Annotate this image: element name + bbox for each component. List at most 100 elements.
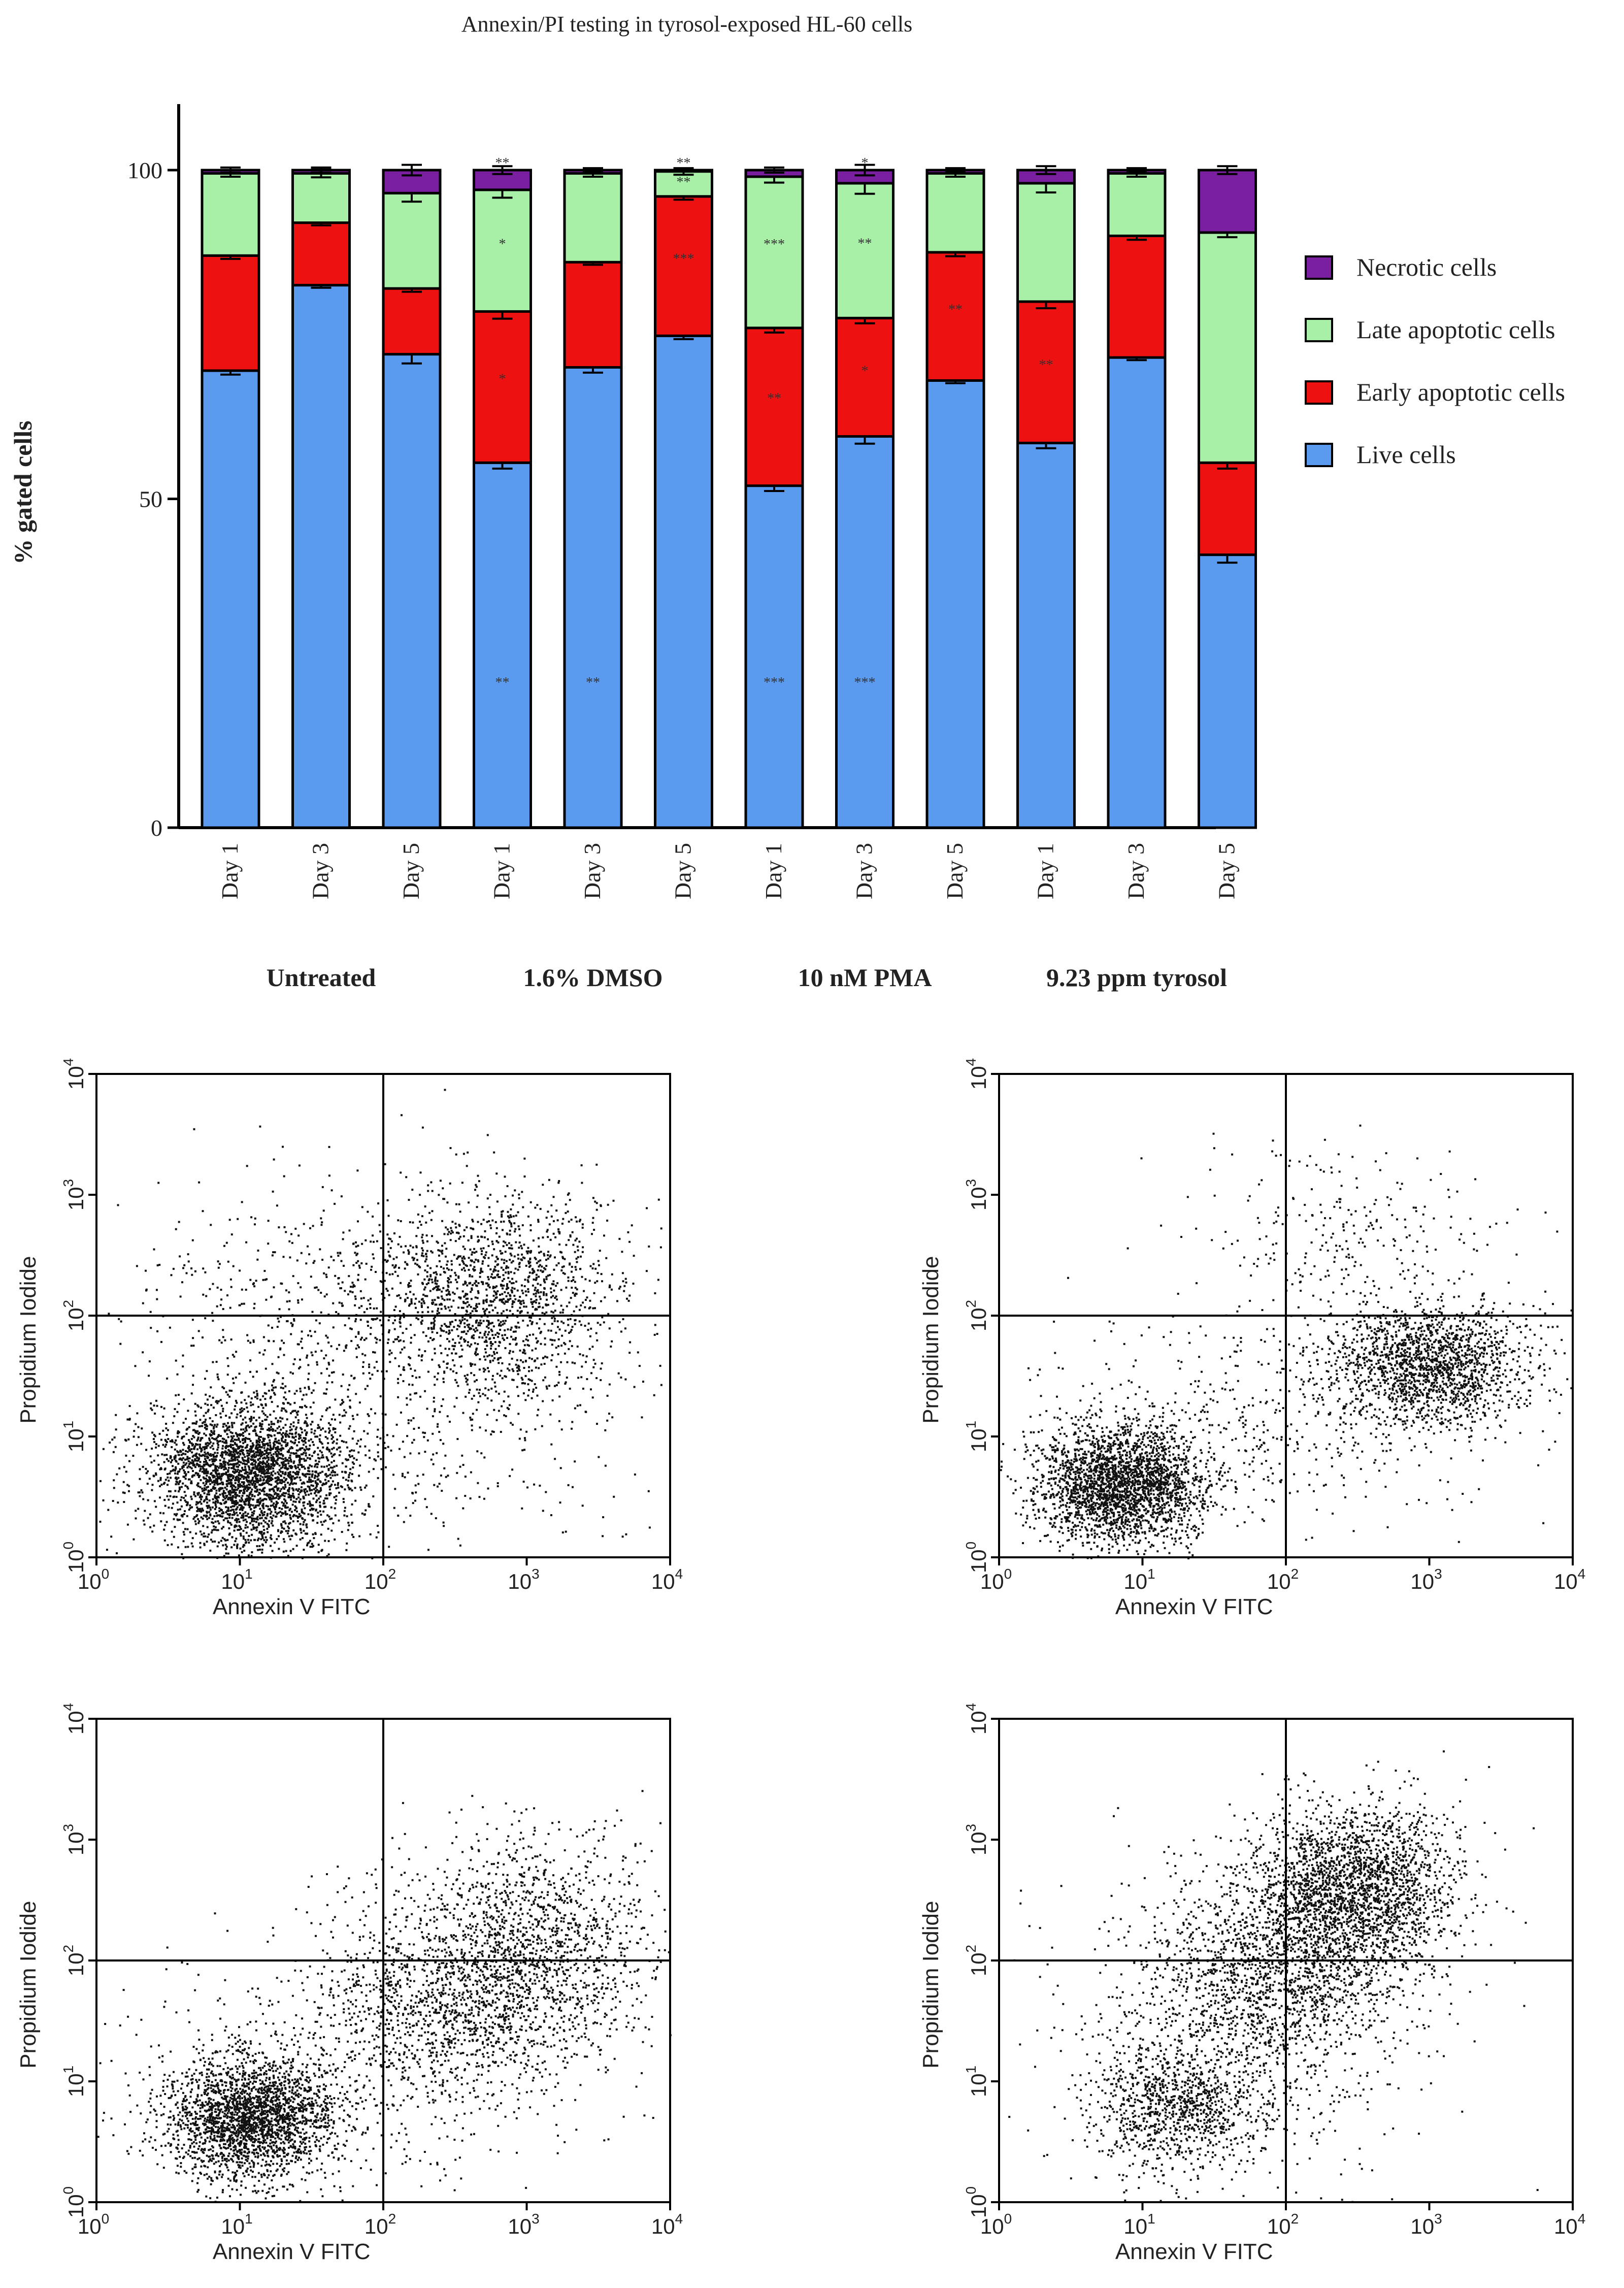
bar-segment <box>1016 441 1076 829</box>
x-tick-label: 102 <box>1267 2211 1299 2238</box>
y-tick-label: 100 <box>60 1542 88 1573</box>
x-tick-label: Day 5 <box>1214 843 1240 899</box>
bar-segment <box>835 182 894 319</box>
bar-segment <box>291 221 351 287</box>
x-tick-label: 103 <box>1410 1566 1442 1593</box>
bar-segment <box>835 316 894 438</box>
legend-label: Late apoptotic cells <box>1356 315 1555 344</box>
bar-segment <box>835 435 894 829</box>
y-tick-label: 103 <box>60 1824 88 1855</box>
legend-swatch <box>1305 443 1333 467</box>
significance-marker: ** <box>948 302 963 318</box>
significance-marker: *** <box>854 675 876 691</box>
x-tick-label: 103 <box>1410 2211 1442 2238</box>
x-tick-label: 103 <box>508 1566 539 1593</box>
bar-segment <box>1107 356 1167 829</box>
x-tick-label: Day 5 <box>670 843 696 899</box>
bar-segment <box>473 310 532 464</box>
y-tick-label: 103 <box>963 1179 990 1211</box>
x-tick-label: 103 <box>508 2211 539 2238</box>
significance-marker: * <box>861 363 869 379</box>
y-axis-label: Propidium Iodide <box>16 1901 41 2068</box>
x-tick-label: 102 <box>364 1566 396 1593</box>
bar-segment <box>744 484 804 829</box>
event-dots <box>99 1089 662 1559</box>
legend: Necrotic cells Late apoptotic cells Early … <box>1305 253 1565 469</box>
group-label: 1.6% DMSO <box>523 963 663 992</box>
y-tick-label: 102 <box>963 1945 990 1976</box>
bar-segment <box>1016 182 1076 303</box>
y-tick-label: 102 <box>60 1945 88 1976</box>
bar-segment <box>1016 300 1076 444</box>
y-tick-label: 50 <box>139 486 162 512</box>
legend-swatch <box>1305 255 1333 280</box>
legend-label: Necrotic cells <box>1356 253 1497 281</box>
x-tick-label: 101 <box>1123 2211 1155 2238</box>
legend-swatch <box>1305 380 1333 405</box>
bar-segment <box>201 369 260 829</box>
bar-segment <box>382 353 442 829</box>
x-tick-label: Day 3 <box>308 843 334 899</box>
y-tick-label: 104 <box>963 1703 990 1735</box>
x-tick-label: Day 1 <box>489 843 515 899</box>
x-tick-label: Day 5 <box>942 843 968 899</box>
y-tick-label: 101 <box>60 1421 88 1452</box>
significance-marker: * <box>499 237 506 252</box>
y-axis-label: % gated cells <box>9 420 37 564</box>
significance-marker: *** <box>673 251 694 267</box>
y-tick-label: 101 <box>60 2066 88 2097</box>
x-tick-label: 104 <box>1554 1566 1585 1593</box>
x-tick-label: 102 <box>1267 1566 1299 1593</box>
chart-title: Annexin/PI testing in tyrosol-exposed HL… <box>461 12 912 37</box>
bar-segment <box>291 172 351 224</box>
x-tick-label: Day 1 <box>760 843 786 899</box>
y-axis-label: Propidium Iodide <box>918 1256 943 1423</box>
y-tick-label: 104 <box>963 1058 990 1090</box>
x-tick-label: 100 <box>78 1566 109 1593</box>
bar-segment <box>1107 235 1167 359</box>
y-tick-label: 0 <box>151 815 162 841</box>
x-tick-label: 101 <box>1123 1566 1155 1593</box>
x-axis-label: Annexin V FITC <box>213 1594 371 1619</box>
event-dots <box>1008 1750 1539 2203</box>
y-tick-label: 100 <box>60 2186 88 2218</box>
legend-label: Live cells <box>1356 440 1456 469</box>
significance-marker: ** <box>767 391 781 407</box>
stacked-bar-chart: 0 50 100 Day 1 Day 3 Day 5 Day 1 Day 3 Day 5 Day … <box>127 104 1257 899</box>
legend-label: Early apoptotic cells <box>1356 378 1565 406</box>
bar-segment <box>1198 461 1257 557</box>
x-axis-label: Annexin V FITC <box>1115 1594 1273 1619</box>
significance-marker: *** <box>764 237 785 252</box>
bar-segment <box>1198 553 1257 829</box>
event-dots <box>1000 1124 1573 1559</box>
y-tick-label: 102 <box>963 1300 990 1331</box>
significance-marker: ** <box>677 175 691 190</box>
bar-segment <box>925 379 985 829</box>
y-tick-label: 102 <box>60 1300 88 1331</box>
bar-segment <box>473 188 532 313</box>
x-tick-label: 101 <box>221 1566 252 1593</box>
y-axis-label: Propidium Iodide <box>918 1901 943 2068</box>
significance-marker: ** <box>677 155 691 171</box>
y-tick-label: 101 <box>963 1421 990 1452</box>
flow-panel-top-left: 100 101 102 103 104 100 101 102 103 104 Annexin V … <box>16 1058 683 1619</box>
bar-segment <box>925 172 985 254</box>
event-dots <box>97 1790 672 2203</box>
x-tick-label: Day 1 <box>217 843 243 899</box>
bar-segment <box>563 366 623 829</box>
x-tick-label: 104 <box>1554 2211 1585 2238</box>
x-tick-label: 104 <box>651 2211 683 2238</box>
legend-swatch <box>1305 318 1333 342</box>
significance-marker: ** <box>858 236 872 251</box>
y-tick-label: 104 <box>60 1058 88 1090</box>
bar-segment <box>654 334 713 829</box>
significance-marker: * <box>861 155 869 171</box>
bar-segment <box>563 260 623 369</box>
y-tick-label: 103 <box>60 1179 88 1211</box>
bar-segment <box>1107 172 1167 238</box>
y-axis-label: Propidium Iodide <box>16 1256 41 1423</box>
significance-marker: ** <box>495 155 510 171</box>
x-axis-label: Annexin V FITC <box>213 2239 371 2264</box>
